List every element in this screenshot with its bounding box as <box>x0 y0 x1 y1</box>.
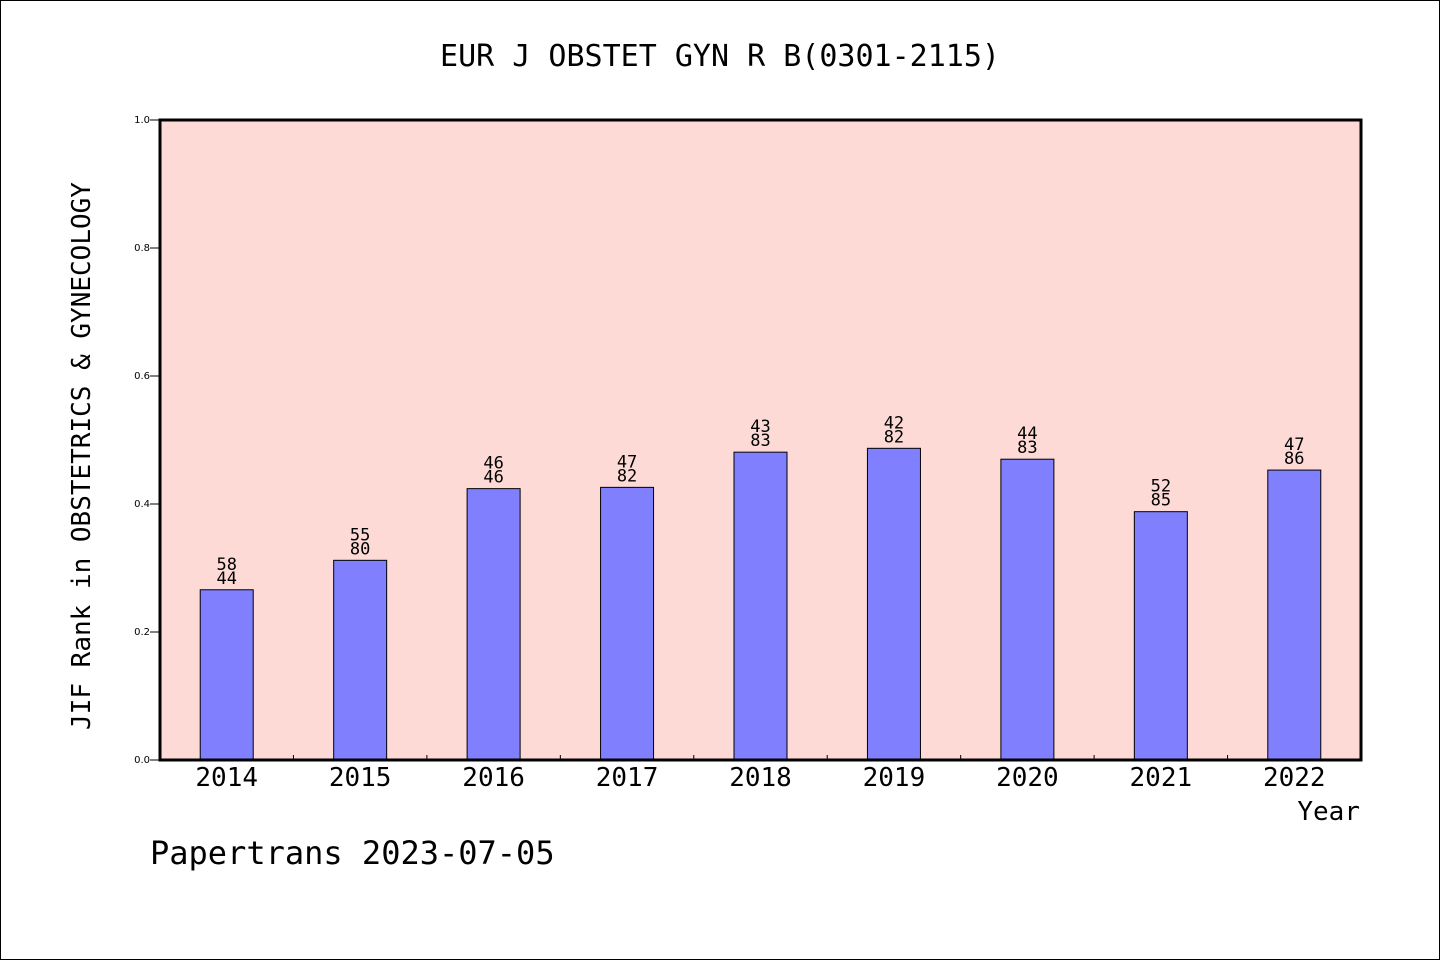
x-tick-label: 2015 <box>329 763 392 793</box>
y-tick-label: 0.6 <box>134 371 150 382</box>
x-tick-label: 2022 <box>1263 763 1326 793</box>
x-tick-label: 2021 <box>1130 763 1193 793</box>
x-tick-label: 2020 <box>996 763 1059 793</box>
chart-title: EUR J OBSTET GYN R B(0301-2115) <box>440 39 1000 74</box>
bar-2018 <box>733 451 788 761</box>
bar-2016 <box>466 488 521 761</box>
bar-2017 <box>600 486 655 761</box>
bar-total-label: 85 <box>1151 491 1171 511</box>
x-tick-label: 2019 <box>863 763 926 793</box>
y-axis-label: JIF Rank in OBSTETRICS & GYNECOLOGY <box>67 182 97 730</box>
bar-total-label: 83 <box>750 431 770 451</box>
bar-2020 <box>1000 458 1055 761</box>
bar-rank-label: 52 <box>1151 477 1171 497</box>
bar-total-label: 82 <box>617 466 637 486</box>
x-tick-label: 2014 <box>195 763 258 793</box>
bar-rank-label: 42 <box>884 413 904 433</box>
x-tick-label: 2017 <box>596 763 659 793</box>
bar-2022 <box>1267 469 1322 761</box>
bar-2021 <box>1133 511 1188 761</box>
y-axis-ticks: 0.0 0.2 0.4 0.6 0.8 1.0 <box>134 115 160 766</box>
x-tick-label: 2016 <box>462 763 525 793</box>
bar-rank-label: 47 <box>1284 435 1304 455</box>
bar-2014 <box>199 589 254 761</box>
bar-total-label: 44 <box>216 569 236 589</box>
bar-total-label: 46 <box>483 468 503 488</box>
y-tick-label: 1.0 <box>134 115 150 126</box>
bar-rank-label: 43 <box>750 417 770 437</box>
x-tick-label: 2018 <box>729 763 792 793</box>
bar-rank-label: 46 <box>483 454 503 474</box>
bar-total-label: 82 <box>884 427 904 447</box>
y-tick-label: 0.0 <box>134 755 150 766</box>
x-axis-ticks: 2014 2015 2016 2017 2018 2019 2020 2021 2022 <box>195 755 1326 793</box>
bar-total-label: 86 <box>1284 449 1304 469</box>
y-tick-label: 0.8 <box>134 243 150 254</box>
bar-total-label: 80 <box>350 539 370 559</box>
bar-rank-label: 55 <box>350 525 370 545</box>
bars-group <box>199 447 1322 761</box>
bar-total-label: 83 <box>1017 438 1037 458</box>
x-axis-label: Year <box>1297 797 1360 827</box>
bar-rank-label: 47 <box>617 452 637 472</box>
y-tick-label: 0.4 <box>134 499 150 510</box>
bar-rank-label: 44 <box>1017 424 1037 444</box>
bar-rank-label: 58 <box>216 555 236 575</box>
bar-2015 <box>333 559 388 761</box>
footer-credit: Papertrans 2023-07-05 <box>150 834 555 872</box>
bar-2019 <box>866 447 921 761</box>
y-tick-label: 0.2 <box>134 627 150 638</box>
plot-border <box>158 118 1363 762</box>
